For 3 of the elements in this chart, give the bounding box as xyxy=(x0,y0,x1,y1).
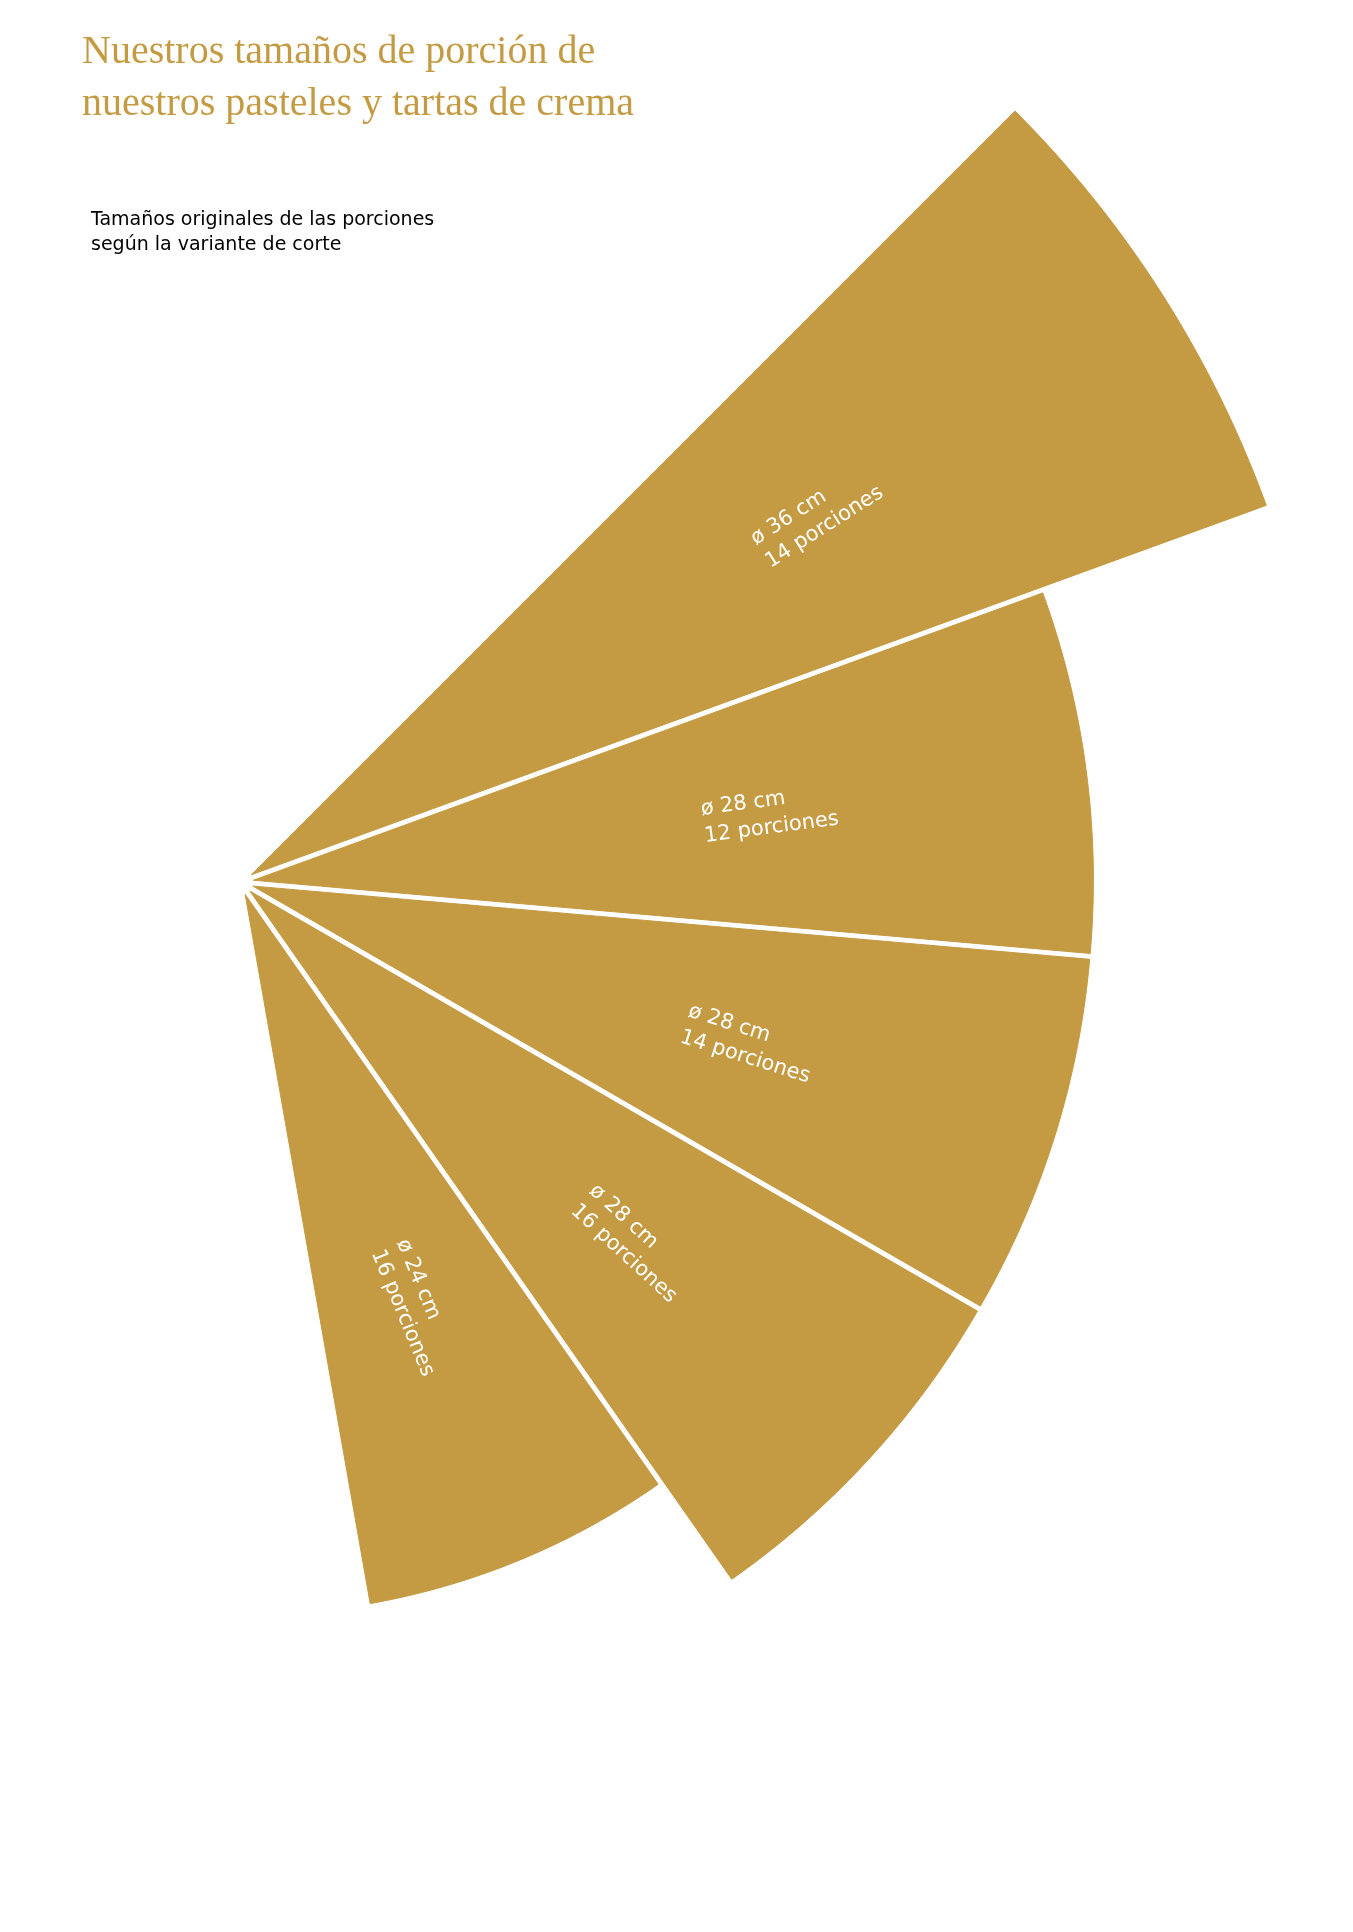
text: Nuestros tamaños de porción de nuestros pasteles y tartas de crema xyxy=(82,27,635,124)
text: Tamaños originales de las porciones según la variante de corte xyxy=(90,207,435,254)
data-label: ø 28 cm 12 porciones xyxy=(699,784,840,847)
